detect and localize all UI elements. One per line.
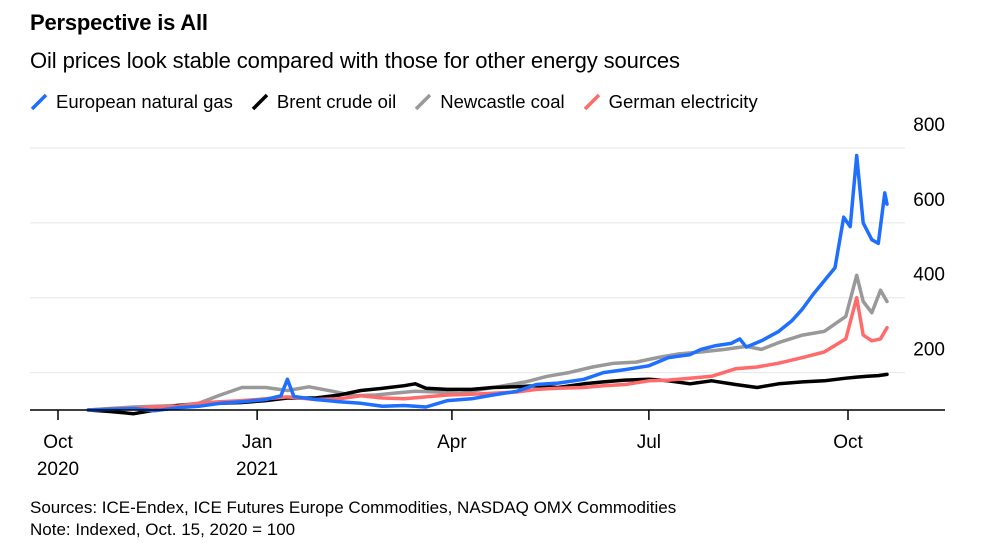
y-tick-label-800: 800 (913, 115, 945, 136)
rising-line-icon (414, 93, 432, 111)
index-note: Note: Indexed, Oct. 15, 2020 = 100 (30, 520, 296, 539)
legend-label-german-electricity: German electricity (608, 91, 758, 112)
legend-item-newcastle-coal: Newcastle coal (414, 91, 565, 113)
x-tick-label-3-0: Jul (637, 432, 661, 453)
legend-line-brent-crude-oil (251, 93, 269, 111)
legend-swatch-european-natural-gas (30, 93, 48, 111)
x-tick-label-4-0: Oct (833, 432, 863, 453)
legend-item-european-natural-gas: European natural gas (30, 91, 233, 113)
rising-line-icon (30, 93, 48, 111)
chart-title: Perspective is All (30, 10, 208, 35)
legend-label-brent-crude-oil: Brent crude oil (276, 91, 397, 112)
legend: European natural gas Brent crude oil New… (30, 89, 776, 115)
legend-line-newcastle-coal (414, 93, 432, 111)
x-tick-label-2-0: Apr (437, 432, 467, 453)
y-tick-label-200: 200 (913, 340, 945, 361)
legend-item-brent-crude-oil: Brent crude oil (251, 91, 396, 113)
sources-note: Sources: ICE-Endex, ICE Futures Europe C… (30, 498, 677, 517)
rising-line-icon (583, 93, 600, 111)
series-line-european-natural-gas (86, 153, 889, 413)
legend-swatch-brent-crude-oil (251, 93, 269, 111)
series-line-german-electricity (86, 295, 889, 412)
legend-label-european-natural-gas: European natural gas (56, 91, 233, 112)
x-tick-label-1-0: Jan (242, 432, 273, 453)
legend-label-newcastle-coal: Newcastle coal (440, 91, 565, 112)
x-tick-label-1-1: 2021 (236, 459, 278, 480)
series-line-newcastle-coal (86, 273, 889, 412)
x-tick-label-0-1: 2020 (37, 459, 79, 480)
rising-line-icon (251, 93, 269, 111)
legend-line-german-electricity (583, 93, 600, 111)
chart-subtitle: Oil prices look stable compared with tho… (30, 48, 680, 73)
x-tick-label-0-0: Oct (43, 432, 73, 453)
y-tick-label-400: 400 (913, 265, 945, 286)
legend-item-german-electricity: German electricity (583, 91, 758, 113)
y-tick-label-600: 600 (913, 190, 945, 211)
legend-swatch-german-electricity (583, 93, 601, 111)
legend-line-european-natural-gas (30, 93, 48, 111)
legend-swatch-newcastle-coal (414, 93, 432, 111)
